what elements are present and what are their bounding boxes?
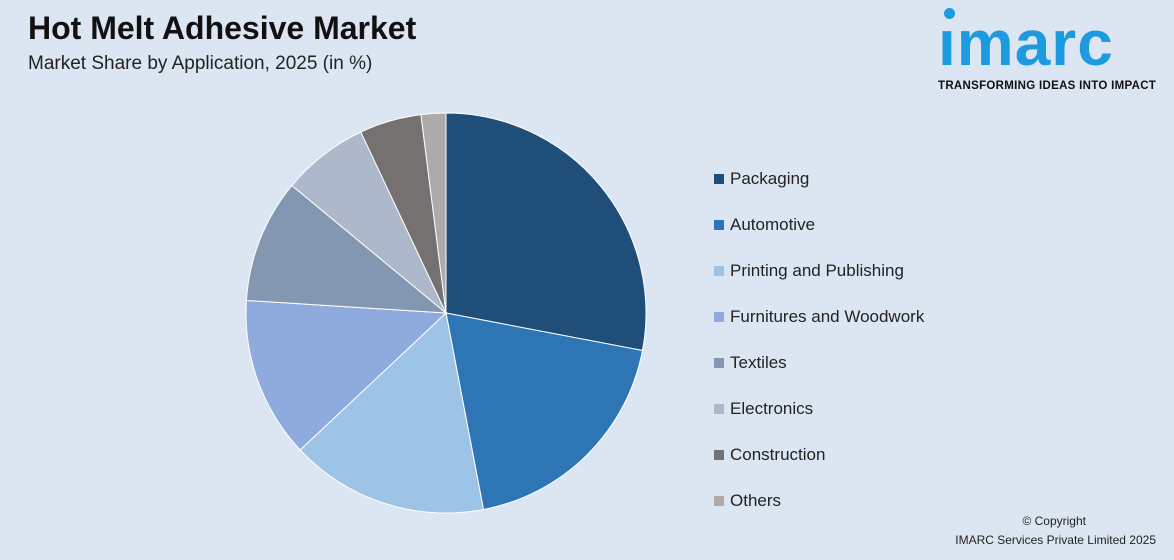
legend-item: Printing and Publishing (714, 248, 924, 294)
copyright: © Copyright IMARC Services Private Limit… (955, 512, 1156, 550)
pie-slice-packaging (445, 112, 647, 352)
chart-title: Hot Melt Adhesive Market (28, 10, 417, 46)
legend-item: Packaging (714, 156, 924, 202)
legend-label: Packaging (730, 169, 810, 188)
logo-wordmark: ımarc (938, 7, 1114, 79)
legend-label: Printing and Publishing (730, 261, 904, 280)
pie-slice-printing-and-publishing (299, 312, 485, 514)
pie-slice-textiles (245, 184, 448, 314)
copyright-line: © Copyright (1022, 514, 1086, 528)
legend-swatch (714, 496, 724, 506)
legend-label: Automotive (730, 215, 816, 234)
legend-swatch (714, 220, 724, 230)
legend-item: Textiles (714, 340, 924, 386)
logo-tagline: TRANSFORMING IDEAS INTO IMPACT (938, 80, 1157, 92)
legend-label: Electronics (730, 399, 814, 418)
legend-label: Others (730, 491, 782, 510)
imarc-logo: ımarc TRANSFORMING IDEAS INTO IMPACT (938, 8, 1166, 92)
pie-slice-furnitures-and-woodwork (245, 299, 448, 451)
legend-item: Furnitures and Woodwork (714, 294, 924, 340)
legend-swatch (714, 450, 724, 460)
legend-swatch (714, 358, 724, 368)
legend-label: Furnitures and Woodwork (730, 307, 925, 326)
chart-subtitle: Market Share by Application, 2025 (in %) (28, 53, 373, 74)
legend-item: Construction (714, 432, 924, 478)
pie-chart (245, 112, 647, 514)
legend-item: Others (714, 478, 924, 524)
legend-item: Electronics (714, 386, 924, 432)
legend-swatch (714, 312, 724, 322)
legend: Packaging Automotive Printing and Publishi… (714, 156, 924, 524)
pie-slice-automotive (445, 312, 644, 511)
pie-slice-others (420, 112, 447, 314)
legend-swatch (714, 174, 724, 184)
legend-label: Textiles (730, 353, 787, 372)
legend-swatch (714, 404, 724, 414)
legend-swatch (714, 266, 724, 276)
legend-label: Construction (730, 445, 826, 464)
legend-item: Automotive (714, 202, 924, 248)
copyright-owner: IMARC Services Private Limited 2025 (955, 533, 1156, 547)
